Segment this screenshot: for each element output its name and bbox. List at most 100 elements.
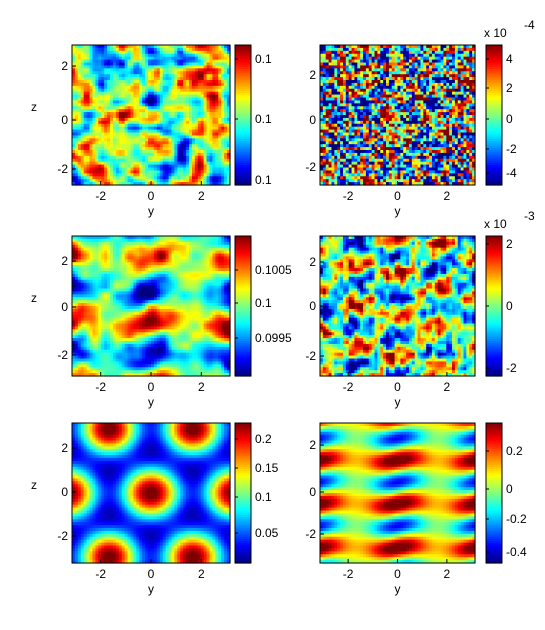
heatmap-cell (363, 179, 367, 183)
heatmap-cell (400, 123, 404, 128)
heatmap-cell (449, 82, 453, 87)
heatmap-cell (434, 71, 439, 75)
heatmap-cell (400, 65, 404, 69)
heatmap-cell (110, 115, 114, 119)
heatmap-cell (107, 132, 111, 137)
heatmap-cell (130, 91, 135, 96)
heatmap-cell (420, 62, 424, 67)
heatmap-cell (95, 47, 99, 52)
heatmap-cell (394, 115, 399, 119)
heatmap-cell (133, 170, 137, 174)
heatmap-cell (118, 85, 123, 90)
heatmap-cell (200, 170, 205, 174)
heatmap-cell (345, 150, 350, 154)
heatmap-cell (162, 45, 167, 49)
heatmap-cell (191, 161, 196, 166)
heatmap-cell (452, 126, 456, 131)
heatmap-cell (400, 152, 404, 157)
heatmap-cell (417, 106, 422, 110)
heatmap-cell (426, 103, 430, 107)
heatmap-cell (104, 100, 108, 104)
heatmap-cell (130, 123, 135, 128)
heatmap-cell (365, 80, 370, 84)
heatmap-cell (162, 106, 167, 110)
heatmap-cell (191, 94, 196, 99)
heatmap-cell (148, 144, 152, 148)
heatmap-cell (80, 152, 85, 157)
heatmap-cell (400, 176, 404, 180)
heatmap-cell (443, 182, 447, 186)
heatmap-cell (322, 71, 327, 75)
heatmap-cell (374, 182, 379, 186)
heatmap-cell (165, 170, 170, 174)
heatmap-cell (371, 179, 376, 183)
heatmap-cell (406, 106, 410, 110)
heatmap-cell (345, 97, 350, 102)
heatmap-cell (118, 147, 123, 151)
heatmap-cell (417, 129, 422, 134)
heatmap-cell (434, 164, 439, 169)
heatmap-cell (183, 144, 187, 148)
heatmap-cell (227, 109, 231, 113)
colorbar-segment (235, 58, 251, 61)
heatmap-cell (104, 65, 108, 69)
heatmap-cell (368, 135, 373, 139)
heatmap-cell (446, 103, 450, 107)
heatmap-cell (386, 88, 390, 93)
heatmap-cell (110, 68, 114, 72)
heatmap-cell (142, 144, 146, 148)
heatmap-cell (403, 120, 407, 125)
heatmap-cell (351, 103, 356, 107)
heatmap-cell (325, 85, 330, 90)
heatmap-cell (354, 135, 358, 139)
heatmap-cell (434, 68, 439, 72)
heatmap-cell (337, 173, 341, 177)
heatmap-cell (115, 106, 120, 110)
heatmap-cell (363, 129, 367, 134)
heatmap-cell (72, 182, 76, 186)
heatmap-cell (224, 129, 228, 134)
heatmap-cell (403, 129, 407, 134)
heatmap-cell (104, 50, 108, 55)
heatmap-cell (209, 109, 214, 113)
heatmap-cell (365, 126, 370, 131)
heatmap-cell (80, 94, 85, 99)
heatmap-cell (322, 135, 327, 139)
heatmap-cell (171, 138, 176, 142)
heatmap-cell (368, 150, 373, 154)
heatmap-cell (209, 62, 214, 67)
heatmap-cell (227, 132, 231, 137)
heatmap-cell (165, 120, 170, 125)
heatmap-cell (423, 176, 427, 180)
heatmap-cell (98, 106, 102, 110)
heatmap-cell (203, 112, 208, 116)
heatmap-cell (429, 147, 433, 151)
heatmap-cell (171, 170, 176, 174)
heatmap-cell (86, 150, 91, 154)
heatmap-cell (454, 123, 459, 128)
heatmap-cell (171, 91, 176, 96)
heatmap-cell (325, 82, 330, 87)
heatmap-cell (224, 91, 228, 96)
heatmap-cell (80, 158, 85, 163)
heatmap-cell (89, 132, 94, 137)
heatmap-cell (426, 71, 430, 75)
heatmap-cell (411, 74, 416, 78)
heatmap-cell (414, 123, 419, 128)
heatmap-cell (95, 164, 99, 169)
heatmap-cell (136, 88, 140, 93)
heatmap-cell (391, 144, 396, 148)
heatmap-cell (383, 68, 387, 72)
colorbar-segment (235, 147, 251, 151)
heatmap-cell (159, 179, 164, 183)
heatmap-cell (77, 120, 82, 125)
heatmap-cell (80, 100, 85, 104)
heatmap-cell (446, 91, 450, 96)
heatmap-cell (420, 56, 424, 61)
heatmap-cell (186, 150, 190, 154)
heatmap-cell (431, 176, 436, 180)
heatmap-cell (133, 65, 137, 69)
heatmap-cell (101, 138, 105, 142)
heatmap-cell (171, 53, 176, 58)
heatmap-cell (331, 138, 335, 142)
